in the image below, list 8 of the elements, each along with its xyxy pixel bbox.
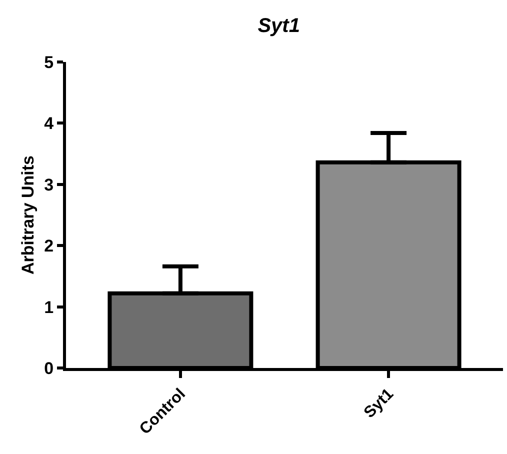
chart-title: Syt1 <box>258 15 300 38</box>
y-tick-label: 4 <box>44 114 54 134</box>
y-tick-label: 0 <box>44 358 54 378</box>
y-tick-label: 5 <box>44 52 54 72</box>
y-tick-label: 1 <box>44 298 54 317</box>
y-axis-title: Arbitrary Units <box>18 155 38 275</box>
y-tick-label: 3 <box>44 175 54 194</box>
y-tick-label: 2 <box>44 236 54 256</box>
